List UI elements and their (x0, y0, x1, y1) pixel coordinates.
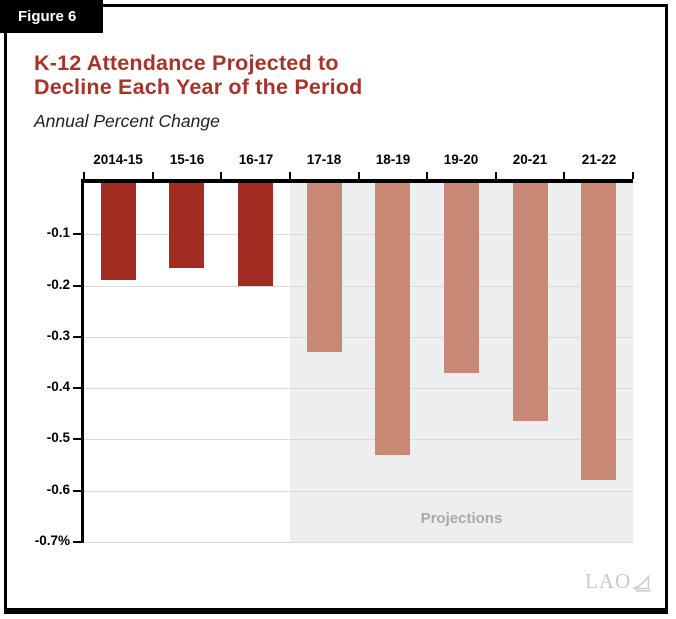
lao-logo-text: LAO (585, 569, 632, 593)
grid-line (84, 491, 633, 492)
y-tick-label: -0.2 (46, 277, 70, 292)
x-axis-tick (632, 172, 634, 179)
x-axis-tick (358, 172, 360, 179)
plot-area: Projections -0.1 -0.2 -0.3 -0.4 -0.5 -0.6 -0.7… (35, 152, 634, 548)
grid-line (84, 234, 633, 235)
grid-line (84, 286, 633, 287)
bar-17-18 (307, 183, 342, 352)
chart-subtitle: Annual Percent Change (34, 111, 220, 131)
bar-19-20 (444, 183, 479, 373)
bar-21-22 (581, 183, 616, 480)
y-tick-label: -0.6 (46, 482, 70, 497)
x-tick-label: 16-17 (238, 152, 274, 167)
x-axis-tick (220, 172, 222, 179)
x-tick-label: 17-18 (306, 152, 342, 167)
x-axis-tick (83, 172, 85, 179)
y-axis-tick (73, 387, 81, 389)
figure-label: Figure 6 (0, 0, 103, 33)
x-axis-tick (289, 172, 291, 179)
projections-label: Projections (420, 510, 503, 527)
x-tick-label: 20-21 (512, 152, 548, 167)
x-tick-label: 2014-15 (93, 152, 143, 167)
grid-line (84, 388, 633, 389)
lao-logo-mark-icon (633, 575, 651, 592)
grid-line (84, 542, 633, 543)
title-line-1: K-12 Attendance Projected to (34, 51, 339, 75)
x-axis-tick (495, 172, 497, 179)
y-axis-tick (73, 285, 81, 287)
bar-15-16 (169, 183, 204, 268)
y-tick-label: -0.7% (34, 533, 70, 548)
x-axis-tick (426, 172, 428, 179)
bar-18-19 (375, 183, 410, 455)
title-line-2: Decline Each Year of the Period (34, 75, 363, 99)
grid-line (84, 439, 633, 440)
y-axis-tick (73, 438, 81, 440)
bar-20-21 (513, 183, 548, 421)
x-axis-tick (563, 172, 565, 179)
lao-logo: LAO (585, 569, 651, 594)
y-tick-label: -0.3 (46, 328, 70, 343)
x-axis (81, 179, 633, 183)
bar-16-17 (238, 183, 273, 286)
bar-2014-15 (101, 183, 136, 280)
x-tick-label: 19-20 (443, 152, 479, 167)
x-tick-label: 15-16 (169, 152, 205, 167)
page-title: K-12 Attendance Projected to Decline Eac… (34, 51, 362, 99)
y-tick-label: -0.5 (46, 430, 70, 445)
y-axis-tick (73, 490, 81, 492)
x-tick-label: 21-22 (581, 152, 617, 167)
grid-line (84, 337, 633, 338)
y-axis-tick (73, 336, 81, 338)
x-axis-tick (152, 172, 154, 179)
y-axis-tick (73, 541, 81, 543)
y-tick-label: -0.4 (46, 379, 70, 394)
y-tick-label: -0.1 (46, 225, 70, 240)
y-axis-tick (73, 233, 81, 235)
y-axis (81, 179, 84, 543)
x-tick-label: 18-19 (375, 152, 411, 167)
